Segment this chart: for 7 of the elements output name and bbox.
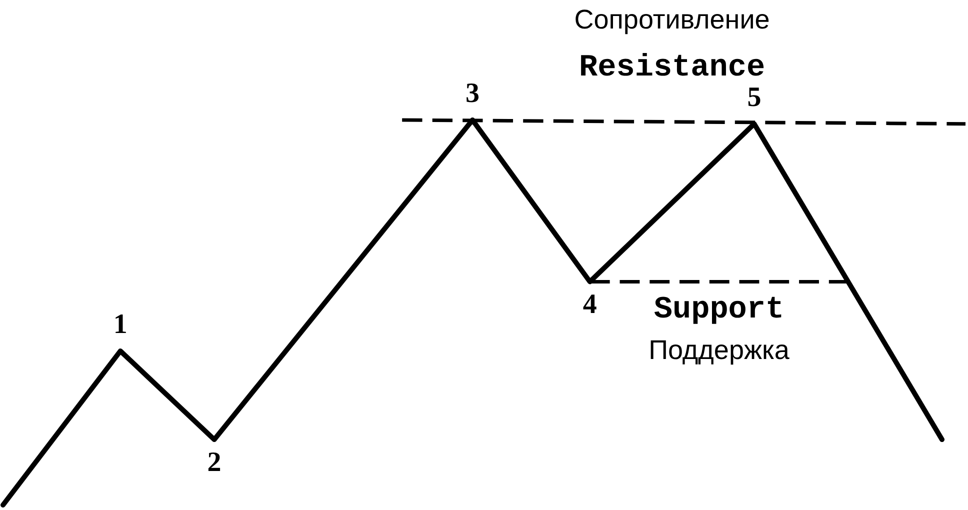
annotation: Поддержка bbox=[648, 335, 790, 366]
text: 3 bbox=[466, 78, 480, 110]
annotation: 1 bbox=[113, 309, 128, 340]
annotation: 4 bbox=[582, 288, 597, 320]
annotation: Support bbox=[654, 292, 784, 328]
annotation: 2 bbox=[207, 446, 222, 478]
text: Сопротивление bbox=[574, 4, 770, 34]
